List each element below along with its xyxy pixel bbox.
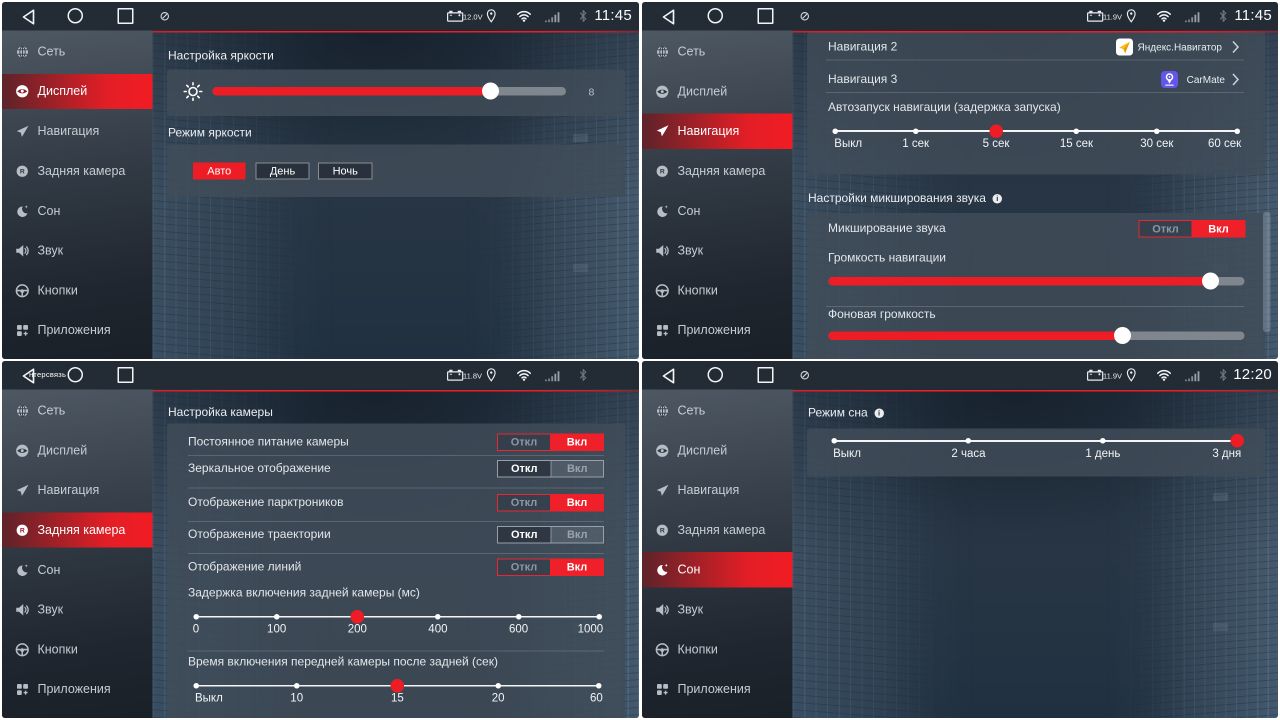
svg-text:R: R (660, 169, 665, 176)
svg-text:R: R (20, 527, 25, 534)
svg-text:R: R (20, 169, 25, 176)
svg-text:R: R (660, 528, 665, 535)
